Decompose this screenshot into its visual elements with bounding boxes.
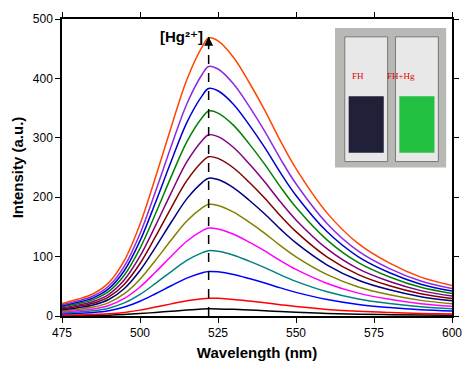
svg-text:600: 600 [442,326,462,340]
svg-text:475: 475 [52,326,72,340]
svg-text:400: 400 [33,72,53,86]
svg-text:200: 200 [33,190,53,204]
svg-text:Wavelength (nm): Wavelength (nm) [197,344,317,361]
svg-text:525: 525 [208,326,228,340]
svg-text:FH: FH [352,71,364,81]
svg-text:550: 550 [286,326,306,340]
svg-text:Intensity (a.u.): Intensity (a.u.) [9,117,26,219]
svg-text:575: 575 [364,326,384,340]
svg-text:500: 500 [33,12,53,26]
svg-text:0: 0 [46,309,53,323]
svg-text:500: 500 [130,326,150,340]
svg-text:300: 300 [33,131,53,145]
svg-text:FH+Hg: FH+Hg [387,71,415,81]
svg-text:100: 100 [33,250,53,264]
svg-text:[Hg²⁺]: [Hg²⁺] [160,28,203,45]
